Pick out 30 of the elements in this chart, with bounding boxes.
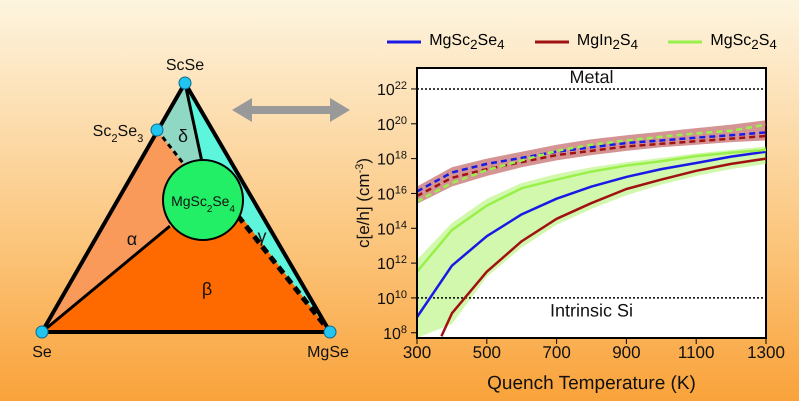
text: γ (258, 226, 266, 246)
x-tick-label: 500 (472, 343, 501, 362)
text: Sc$_{2}$Se$_{3}$ (92, 123, 144, 145)
ref-line-label: Metal (569, 66, 614, 87)
y-tick-label: 10$^{8}$ (383, 324, 407, 343)
legend-label: MgSc$_{2}$S$_{4}$ (710, 32, 777, 52)
text: MgSe (307, 344, 349, 361)
text: α (126, 229, 138, 249)
text: MgSc$_{2}$Se$_{4}$ (171, 193, 236, 214)
x-tick-label: 900 (612, 343, 641, 362)
y-tick-label: 10$^{22}$ (376, 80, 407, 99)
text: Se (32, 344, 52, 361)
y-tick-label: 10$^{16}$ (376, 184, 407, 204)
legend-label: MgSc$_{2}$Se$_{4}$ (429, 32, 505, 52)
x-tick-label: 700 (542, 343, 571, 362)
line-series (417, 148, 766, 273)
legend-label: MgIn$_{2}$S$_{4}$ (576, 32, 638, 52)
y-tick-label: 10$^{20}$ (376, 114, 407, 134)
y-tick-label: 10$^{18}$ (376, 150, 407, 169)
x-axis-title: Quench Temperature (K) (487, 373, 696, 394)
x-tick-label: 1300 (747, 343, 785, 362)
text: β (202, 279, 212, 299)
text: δ (178, 126, 188, 146)
y-tick-label: 10$^{14}$ (376, 219, 407, 238)
ref-line-label: Intrinsic Si (550, 300, 634, 321)
y-tick-label: 10$^{12}$ (376, 254, 407, 274)
x-tick-label: 300 (402, 343, 432, 362)
text: ScSe (166, 57, 204, 74)
y-tick-label: 10$^{10}$ (376, 288, 407, 308)
x-tick-label: 1100 (678, 343, 714, 362)
